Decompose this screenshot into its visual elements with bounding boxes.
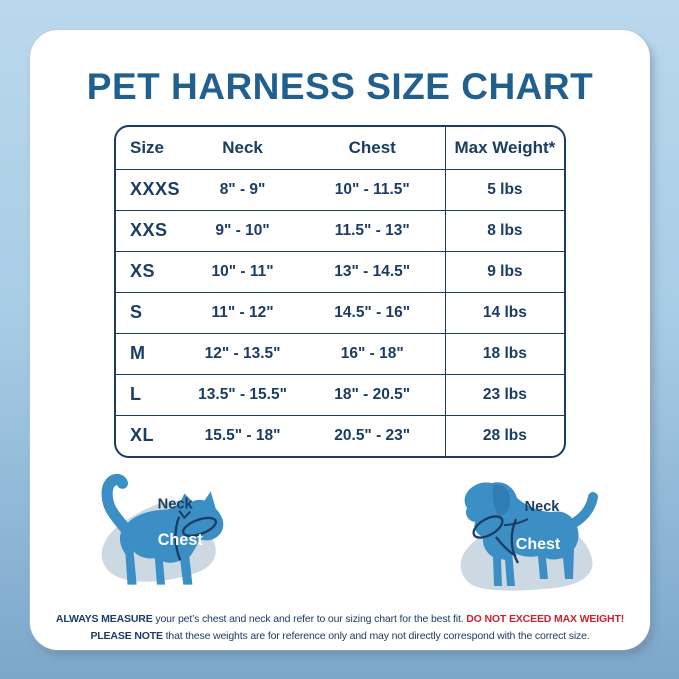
neck-cell: 9" - 10" (185, 209, 300, 251)
col-header-size: Size (130, 137, 165, 157)
footnote-line-1: ALWAYS MEASURE your pet’s chest and neck… (30, 611, 650, 628)
weight-cell: 14 lbs (444, 291, 564, 333)
table-row: S 11" - 12" 14.5" - 16" 14 lbs (116, 291, 564, 333)
neck-cell: 13.5" - 15.5" (185, 373, 300, 415)
size-cell: S (116, 291, 186, 333)
neck-cell: 15.5" - 18" (185, 414, 300, 456)
table-row: XXS 9" - 10" 11.5" - 13" 8 lbs (116, 209, 564, 251)
dog-girth-line (510, 518, 520, 564)
cat-illustration: Neck Chest (76, 466, 252, 608)
dog-neck-label: Neck (525, 499, 561, 515)
dog-illustration: Neck Chest (428, 466, 618, 608)
chest-cell: 14.5" - 16" (299, 291, 446, 333)
chest-cell: 20.5" - 23" (299, 414, 446, 456)
size-chart-table: Size Neck Chest Max Weight* XXXS 8" - 9"… (114, 125, 566, 458)
footnote-note-bold: PLEASE NOTE (90, 629, 163, 642)
weight-cell: 8 lbs (444, 209, 564, 251)
weight-cell: 18 lbs (444, 332, 564, 374)
neck-cell: 10" - 11" (185, 250, 300, 292)
footnote-warning: DO NOT EXCEED MAX WEIGHT! (466, 613, 625, 625)
size-cell: M (116, 332, 186, 374)
cat-silhouette (119, 491, 224, 585)
measurement-illustrations: Neck Chest Neck Chest (30, 458, 650, 608)
footnote-measure-bold: ALWAYS MEASURE (55, 613, 153, 625)
cat-neck-pointer (178, 510, 192, 520)
neck-cell: 12" - 13.5" (185, 332, 300, 374)
dog-chest-label: Chest (516, 536, 561, 553)
dog-ear (492, 484, 510, 516)
size-cell: XL (116, 414, 186, 456)
page-title: PET HARNESS SIZE CHART (86, 66, 594, 107)
footnote-line2-text: that these weights are for reference onl… (162, 629, 590, 642)
cat-tail (101, 473, 132, 535)
dog-neck-loop (472, 515, 504, 539)
size-cell: XXS (116, 209, 186, 251)
table-header-row: Size Neck Chest Max Weight* (116, 127, 564, 169)
table-row: XL 15.5" - 18" 20.5" - 23" 28 lbs (116, 414, 564, 456)
size-cell: L (116, 373, 186, 415)
weight-cell: 5 lbs (444, 168, 564, 210)
size-chart-card: PET HARNESS SIZE CHART Size Neck Chest M… (30, 30, 650, 650)
chest-cell: 13" - 14.5" (299, 250, 446, 292)
chest-cell: 18" - 20.5" (299, 373, 446, 415)
weight-cell: 9 lbs (444, 250, 564, 292)
table-row: XS 10" - 11" 13" - 14.5" 9 lbs (116, 250, 564, 292)
table-row: XXXS 8" - 9" 10" - 11.5" 5 lbs (116, 168, 564, 210)
footnote: ALWAYS MEASURE your pet’s chest and neck… (30, 611, 650, 645)
dog-neck-pointer (503, 518, 529, 526)
neck-cell: 11" - 12" (185, 291, 300, 333)
cat-neck-label: Neck (158, 497, 194, 513)
chest-cell: 11.5" - 13" (299, 209, 446, 251)
col-header-max-weight: Max Weight* (444, 127, 564, 169)
col-header-chest: Chest (348, 137, 396, 157)
dog-tail (569, 492, 598, 528)
size-cell: XXXS (116, 168, 186, 210)
neck-cell: 8" - 9" (185, 168, 300, 210)
table-row: L 13.5" - 15.5" 18" - 20.5" 23 lbs (116, 373, 564, 415)
footnote-line1-text: your pet’s chest and neck and refer to o… (152, 613, 467, 625)
cat-neck-loop (181, 516, 218, 537)
col-header-neck: Neck (222, 137, 263, 157)
cat-girth-line (174, 516, 182, 561)
footnote-line-2: PLEASE NOTE that these weights are for r… (30, 628, 650, 645)
dog-silhouette (464, 482, 579, 586)
weight-cell: 28 lbs (444, 414, 564, 456)
size-cell: XS (116, 250, 186, 292)
cat-chest-label: Chest (158, 531, 204, 549)
chest-cell: 16" - 18" (299, 332, 446, 374)
chest-cell: 10" - 11.5" (299, 168, 446, 210)
weight-cell: 23 lbs (444, 373, 564, 415)
dog-harness-strap (495, 536, 517, 557)
table-row: M 12" - 13.5" 16" - 18" 18 lbs (116, 332, 564, 374)
